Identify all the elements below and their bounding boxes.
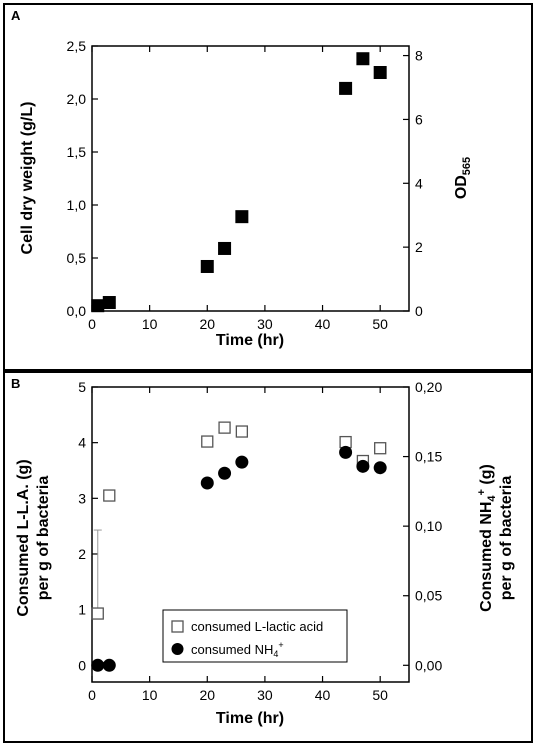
x-tick-label: 10: [142, 687, 158, 703]
y-tick-label: 0,5: [67, 250, 87, 266]
consumption-chart: B 0 10 20 30 40 50 0 1 2 3 4 5 0,00 0,05 0,10 0,15 0,2…: [11, 376, 515, 727]
data-point-square: [200, 259, 214, 273]
data-point-square: [218, 241, 232, 255]
y2-axis-title: OD565: [453, 157, 473, 199]
data-point-square: [373, 66, 387, 79]
y-tick-label: 1,5: [67, 144, 87, 160]
x-tick-label: 30: [257, 316, 273, 332]
data-point-square: [235, 210, 249, 224]
y-tick-label: 0,0: [67, 303, 87, 319]
data-point-square: [339, 81, 353, 95]
x-axis-title: Time (hr): [216, 710, 284, 727]
x-axis-title: Time (hr): [216, 332, 284, 349]
data-point-circle: [339, 445, 353, 459]
x-tick-label: 20: [199, 316, 215, 332]
legend-marker-open-square: [171, 620, 184, 633]
y2-tick-label: 0: [415, 303, 423, 319]
y2-tick-label: 6: [415, 111, 423, 127]
data-point-circle: [373, 461, 387, 475]
data-point-circle: [102, 658, 116, 672]
data-point-square: [91, 299, 105, 313]
data-point-open-square: [374, 442, 387, 455]
data-point-open-square: [201, 435, 214, 448]
x-tick-label: 0: [88, 316, 96, 332]
x-tick-label: 40: [315, 316, 331, 332]
y-axis-title-line1: Consumed L-L.A. (g): [15, 459, 32, 616]
y-tick-label: 2,0: [67, 91, 87, 107]
panel-label-b: B: [11, 376, 20, 391]
legend: consumed L-lactic acid consumed NH4+: [162, 609, 348, 663]
y2-tick-label: 0,05: [415, 588, 442, 604]
y2-tick-label: 8: [415, 48, 423, 64]
y-tick-label: 1,0: [67, 197, 87, 213]
data-point-circle: [91, 658, 105, 672]
data-point-open-square: [218, 421, 231, 434]
x-tick-label: 20: [199, 687, 215, 703]
x-tick-label: 0: [88, 687, 96, 703]
data-point-open-square: [103, 489, 116, 502]
legend-label-lactic-acid: consumed L-lactic acid: [191, 619, 323, 634]
y-axis-title: Cell dry weight (g/L): [19, 102, 36, 255]
data-point-open-square: [235, 425, 249, 438]
y-tick-label: 3: [78, 490, 86, 506]
panel-a: A 0 10 20 30 40 50 0,0 0,5 1,0 1,5 2,0 2,5 0 2 4 6 8 T…: [3, 3, 533, 371]
panel-label-a: A: [11, 8, 21, 23]
y-tick-label: 5: [78, 379, 86, 395]
legend-marker-filled-circle: [171, 643, 184, 655]
y2-axis-title-line2: per g of bacteria: [498, 476, 515, 601]
cell-dry-weight-chart: A 0 10 20 30 40 50 0,0 0,5 1,0 1,5 2,0 2,5 0 2 4 6 8 T…: [11, 8, 473, 349]
x-tick-label: 50: [372, 316, 388, 332]
y2-axis-title-line1: Consumed NH4+ (g): [476, 464, 498, 612]
data-point-circle: [200, 476, 214, 490]
data-point-circle: [356, 459, 370, 473]
panel-b: B 0 10 20 30 40 50 0 1 2 3 4 5 0,00 0,05 0,10 0,15 0,2…: [3, 371, 533, 743]
y2-tick-label: 0,10: [415, 518, 442, 534]
data-point-square: [102, 296, 116, 310]
y2-tick-label: 0,00: [415, 657, 442, 673]
y-tick-label: 2: [78, 546, 86, 562]
data-point-open-square: [91, 607, 104, 620]
plot-frame: [91, 45, 410, 312]
plot-frame: [91, 386, 410, 683]
y2-tick-label: 2: [415, 239, 423, 255]
data-point-square: [356, 52, 370, 66]
y-tick-label: 0: [78, 657, 86, 673]
x-tick-label: 50: [372, 687, 388, 703]
y-tick-label: 1: [78, 602, 86, 618]
x-tick-label: 10: [142, 316, 158, 332]
y2-tick-label: 4: [415, 175, 423, 191]
y2-tick-label: 0,20: [415, 379, 442, 395]
y-axis-title-line2: per g of bacteria: [35, 476, 52, 601]
y-tick-label: 4: [78, 435, 86, 451]
data-point-circle: [218, 466, 232, 480]
data-point-circle: [235, 455, 249, 469]
x-tick-label: 40: [315, 687, 331, 703]
y2-tick-label: 0,15: [415, 449, 442, 465]
legend-label-nh4: consumed NH4+: [191, 640, 284, 659]
x-tick-label: 30: [257, 687, 273, 703]
legend-box: [162, 609, 348, 663]
y-tick-label: 2,5: [67, 38, 87, 54]
